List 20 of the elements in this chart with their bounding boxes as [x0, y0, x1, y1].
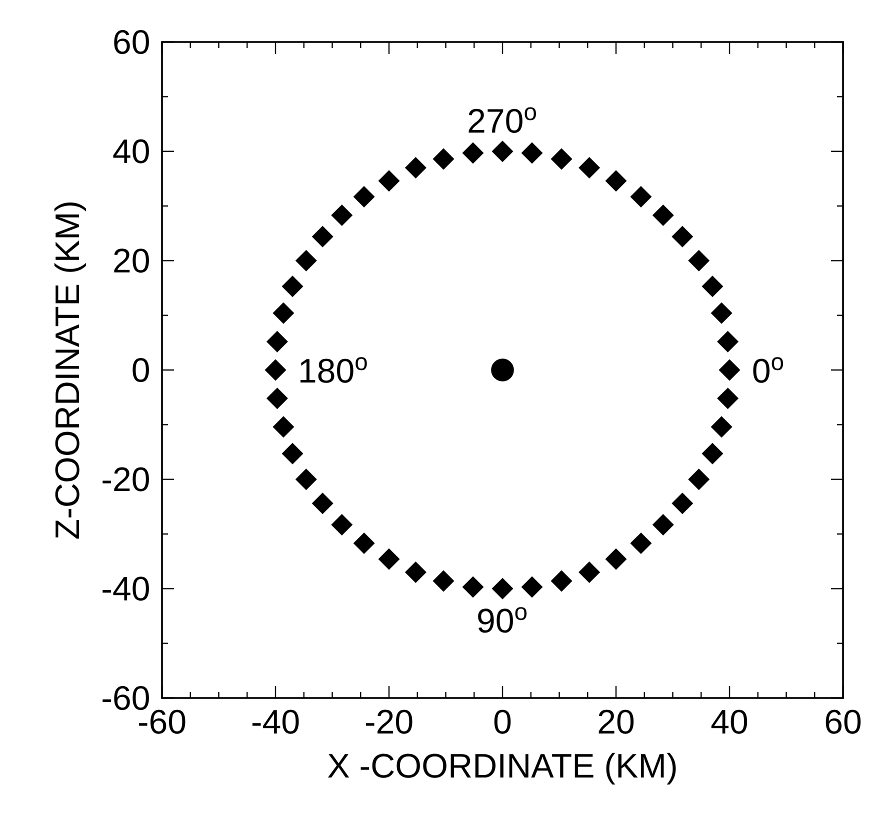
- y-tick-label: 60: [114, 30, 149, 54]
- y-axis-title: Z-COORDINATE (KM): [54, 202, 86, 539]
- annotation: 180$^{o}$: [300, 357, 367, 383]
- y-tick-label: 20: [114, 248, 149, 273]
- x-tick-label: -40: [252, 710, 299, 734]
- x-tick-label: -20: [366, 710, 412, 734]
- x-tick-label: 20: [598, 710, 634, 734]
- y-tick-label: 0: [132, 358, 149, 382]
- y-tick-label: 40: [113, 139, 149, 164]
- annotation: 270$^{o}$: [468, 107, 536, 133]
- y-tick-label: -60: [102, 686, 149, 710]
- x-tick-label: 0: [494, 710, 511, 734]
- annotation: 90$^{o}$: [478, 607, 527, 633]
- y-tick-label: -20: [102, 467, 149, 492]
- annotation: 0$^{o}$: [753, 357, 784, 383]
- x-tick-label: 40: [711, 710, 748, 734]
- y-tick-label: -40: [102, 576, 149, 601]
- x-axis-title: X -COORDINATE (KM): [328, 752, 676, 785]
- x-tick-label: 60: [826, 710, 861, 734]
- x-tick-label: -60: [138, 710, 186, 734]
